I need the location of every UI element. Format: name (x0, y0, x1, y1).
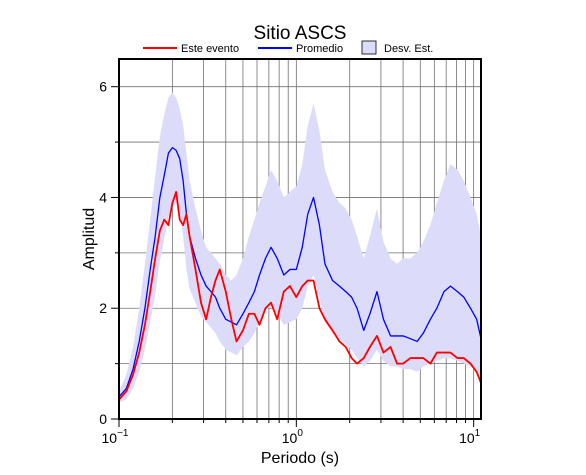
y-tick-label: 2 (99, 300, 107, 316)
y-tick-label: 4 (99, 189, 107, 205)
series-line-este-evento (118, 191, 482, 401)
chart-title: Sitio ASCS (254, 23, 347, 44)
series-line-promedio (118, 146, 482, 398)
y-tick-label: 0 (99, 411, 107, 427)
legend-label-este-evento: Este evento (181, 43, 239, 55)
x-tick-label: 101 (459, 428, 481, 446)
series-lines (118, 146, 482, 401)
y-axis-label: Amplitud (81, 208, 98, 270)
tick-labels: 0 2 4 6 10−1 100 101 (99, 79, 480, 446)
y-tick-label: 6 (99, 79, 107, 95)
plot-frame (118, 58, 482, 420)
std-dev-band (119, 92, 481, 403)
legend-swatch-desv-est- (361, 40, 377, 55)
x-tick-label: 10−1 (102, 428, 129, 446)
std-dev-band-area (119, 92, 481, 403)
legend-label-desv-est-: Desv. Est. (384, 43, 433, 55)
ticks (111, 86, 475, 427)
legend-label-promedio: Promedio (296, 43, 343, 55)
x-tick-label: 100 (282, 428, 304, 446)
x-axis-label: Periodo (s) (261, 450, 339, 467)
legend: Este evento Promedio Desv. Est. (143, 40, 433, 55)
